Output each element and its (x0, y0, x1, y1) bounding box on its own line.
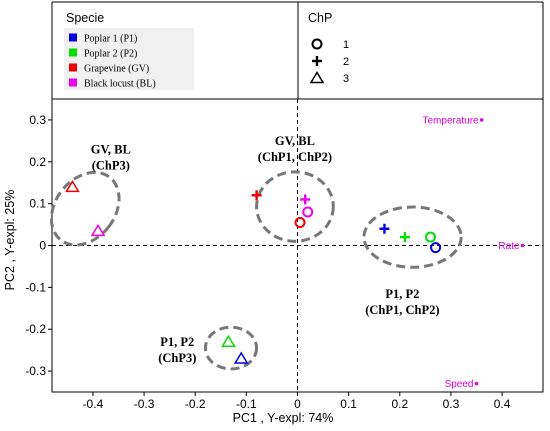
legend-marker-chp2 (312, 56, 322, 66)
cluster-label-2: (ChP1, ChP2) (258, 150, 332, 164)
cluster-ellipse-2 (255, 170, 335, 243)
point-p2-chp3 (221, 334, 236, 348)
cluster-label-1: GV, BL (91, 142, 131, 156)
legend-label-p2: Poplar 2 (P2) (84, 49, 137, 60)
data-points (65, 179, 442, 364)
point-gv-chp3 (65, 179, 80, 193)
point-bl-chp2 (300, 194, 311, 205)
x-tick-label: -0.1 (236, 397, 257, 411)
y-tick-label: -0.2 (25, 322, 46, 336)
legend-label-p1: Poplar 1 (P1) (84, 34, 137, 45)
reference-lines (52, 99, 543, 392)
variable-label-temperature: Temperature (422, 115, 479, 126)
point-gv-chp2 (251, 190, 262, 201)
x-tick-label: -0.4 (83, 397, 104, 411)
point-bl-chp3 (90, 223, 106, 237)
cluster-label-2: GV, BL (275, 134, 315, 148)
point-p2-chp1 (424, 231, 436, 243)
cluster-ellipses: GV, BL (ChP3) GV, BL (ChP1, ChP2) P1, P2 (ChP… (49, 134, 463, 371)
cluster-label-1: (ChP3) (92, 158, 130, 172)
x-tick-label: 0.3 (443, 397, 460, 411)
variable-label-rate: Rate (498, 241, 520, 252)
legend-chp-title: ChP (308, 11, 332, 25)
cluster-label-3: (ChP1, ChP2) (365, 303, 439, 317)
x-axis-label: PC1 , Y-expl: 74% (233, 411, 334, 425)
y-tick-label: -0.3 (25, 364, 46, 378)
legend-specie-title: Specie (66, 11, 104, 25)
legend-label-chp3: 3 (343, 73, 349, 85)
legend-swatch-gv (69, 63, 77, 72)
cluster-label-4: (ChP3) (158, 351, 196, 365)
cluster-ellipse-3 (362, 205, 463, 269)
legend-specie-box (64, 28, 194, 90)
variable-point-rate (520, 243, 525, 248)
legend-marker-chp1 (311, 38, 323, 50)
variable-point-speed (474, 381, 479, 386)
y-tick-label: 0.3 (29, 113, 46, 127)
legend-swatch-bl (69, 78, 77, 87)
point-bl-chp1 (302, 206, 314, 218)
variable-point-temperature (479, 118, 484, 122)
point-p1-chp1 (430, 242, 442, 254)
x-tick-label: -0.2 (185, 397, 206, 411)
legend-swatch-p2 (69, 48, 77, 57)
cluster-ellipse-1 (49, 170, 121, 247)
point-p1-chp2 (379, 223, 390, 234)
cluster-label-3: P1, P2 (385, 287, 419, 301)
variable-labels: Temperature Rate Speed (422, 115, 525, 390)
point-p2-chp2 (399, 232, 410, 243)
legend-label-gv: Grapevine (GV) (84, 64, 149, 75)
legend-label-chp2: 2 (343, 56, 349, 68)
cluster-label-4: P1, P2 (160, 335, 194, 349)
y-tick-label: 0 (39, 239, 46, 253)
x-tick-label: 0.1 (340, 397, 357, 411)
x-tick-label: 0.2 (391, 397, 408, 411)
x-tick-label: 0.4 (494, 397, 511, 411)
legend-label-chp1: 1 (343, 39, 349, 51)
y-tick-label: 0.2 (29, 155, 46, 169)
y-tick-label: -0.1 (25, 280, 46, 294)
x-tick-label: -0.3 (134, 397, 155, 411)
point-gv-chp1 (294, 216, 306, 228)
axis-ticks: -0.4 -0.3 -0.2 -0.1 0 0.1 0.2 0.3 0.4 0.3 0.2 0.1 0 -… (25, 113, 510, 411)
legend-marker-chp3 (309, 71, 325, 84)
y-tick-label: 0.1 (29, 197, 46, 211)
legend-label-bl: Black locust (BL) (84, 79, 156, 90)
x-tick-label: 0 (294, 397, 301, 411)
point-p1-chp3 (233, 351, 249, 364)
legend-swatch-p1 (69, 33, 77, 42)
y-axis-label: PC2 , Y-expl: 25% (3, 190, 17, 291)
cluster-ellipse-4 (203, 325, 259, 371)
legend-area: Specie Poplar 1 (P1) Poplar 2 (P2) Grapevin… (51, 1, 544, 99)
variable-label-speed: Speed (445, 379, 474, 390)
